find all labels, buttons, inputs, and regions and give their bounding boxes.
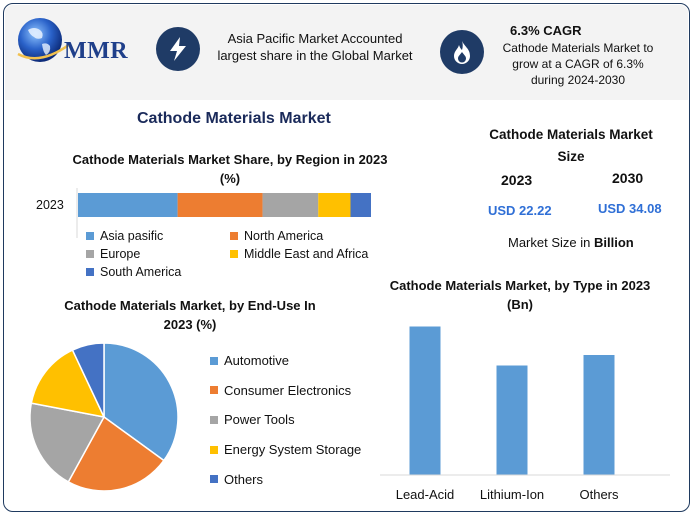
frame-border xyxy=(3,3,690,512)
region-bar-europe xyxy=(262,193,319,217)
highlight-text: Asia Pacific Market Accounted largest sh… xyxy=(217,31,413,63)
enduse-legend-energy-system-storage: Energy System Storage xyxy=(210,442,361,457)
mmr-logo: MMR xyxy=(14,14,144,74)
region-bar-asia-pasific xyxy=(78,193,178,217)
legend-label: Energy System Storage xyxy=(224,442,362,458)
legend-label: North America xyxy=(244,229,324,243)
region-legend-south-america: South America xyxy=(86,265,181,279)
legend-swatch xyxy=(86,267,94,276)
pie-slice-others xyxy=(71,342,105,418)
legend-label: Power Tools xyxy=(224,412,295,428)
region-bar-north-america xyxy=(177,193,263,217)
pie-slice-energy-system-storage xyxy=(30,349,106,419)
enduse-legend-automotive: Automotive xyxy=(210,353,289,368)
enduse-legend-power-tools: Power Tools xyxy=(210,412,295,427)
type-category-others: Others xyxy=(579,487,619,502)
type-chart-title: Cathode Materials Market, by Type in 202… xyxy=(389,278,651,312)
legend-label: Asia pasific xyxy=(100,229,164,243)
legend-label: Consumer Electronics xyxy=(224,382,352,398)
enduse-legend-consumer-electronics: Consumer Electronics xyxy=(210,383,351,398)
pie-slice-automotive xyxy=(103,342,179,462)
legend-swatch xyxy=(230,231,238,240)
legend-swatch xyxy=(210,445,218,454)
legend-label: Middle East and Africa xyxy=(244,247,369,261)
region-legend-middle-east-and-africa: Middle East and Africa xyxy=(230,247,368,261)
market-size-year-2030: 2030 xyxy=(612,170,644,186)
cagr-title: 6.3% CAGR xyxy=(510,23,582,38)
legend-label: Automotive xyxy=(224,353,290,368)
lightning-icon xyxy=(156,27,200,71)
legend-swatch xyxy=(210,356,218,365)
flame-icon xyxy=(440,30,484,74)
type-bar-chart xyxy=(380,326,670,476)
region-bar-south-america xyxy=(350,193,371,217)
market-size-title: Cathode Materials Market Size xyxy=(489,127,653,164)
market-size-value-2030: USD 34.08 xyxy=(598,201,662,216)
region-legend-asia-pasific: Asia pasific xyxy=(86,229,163,243)
market-size-year-2023: 2023 xyxy=(501,172,533,188)
legend-swatch xyxy=(230,249,238,258)
market-size-unit-prefix: Market Size in xyxy=(508,235,594,250)
market-size-value-2023: USD 22.22 xyxy=(488,203,552,218)
region-chart-title: Cathode Materials Market Share, by Regio… xyxy=(72,152,388,186)
legend-swatch xyxy=(86,249,94,258)
header-band xyxy=(5,5,688,100)
region-stacked-bar-chart: 2023 xyxy=(36,188,371,238)
legend-swatch xyxy=(86,231,94,240)
region-legend-europe: Europe xyxy=(86,247,140,261)
region-legend-north-america: North America xyxy=(230,229,323,243)
pie-slice-consumer-electronics xyxy=(67,415,165,492)
logo-text: MMR xyxy=(64,38,129,64)
legend-label: Others xyxy=(224,471,264,487)
type-category-lead-acid: Lead-Acid xyxy=(395,487,455,502)
legend-swatch xyxy=(210,475,218,484)
legend-swatch xyxy=(210,415,218,424)
market-size-unit-bold: Billion xyxy=(593,235,634,250)
market-size-unit: Market Size in Billion xyxy=(508,235,634,250)
region-category-label: 2023 xyxy=(36,198,64,212)
legend-label: Europe xyxy=(100,247,141,261)
globe-icon xyxy=(17,18,71,62)
enduse-pie-chart xyxy=(29,342,179,492)
enduse-chart-title: Cathode Materials Market, by End-Use In … xyxy=(64,298,316,332)
type-bar-others xyxy=(583,355,615,475)
type-bar-lead-acid xyxy=(409,326,441,475)
main-title: Cathode Materials Market xyxy=(137,110,331,127)
cagr-description: Cathode Materials Market to grow at a CA… xyxy=(502,41,654,87)
legend-swatch xyxy=(210,386,218,395)
type-bar-lithium-ion xyxy=(496,365,528,475)
pie-slice-power-tools xyxy=(29,402,106,483)
legend-label: South America xyxy=(100,265,182,279)
region-bar-middle-east-and-africa xyxy=(318,193,351,217)
enduse-legend-others: Others xyxy=(210,472,263,487)
type-category-lithium-ion: Lithium-Ion xyxy=(479,487,545,502)
